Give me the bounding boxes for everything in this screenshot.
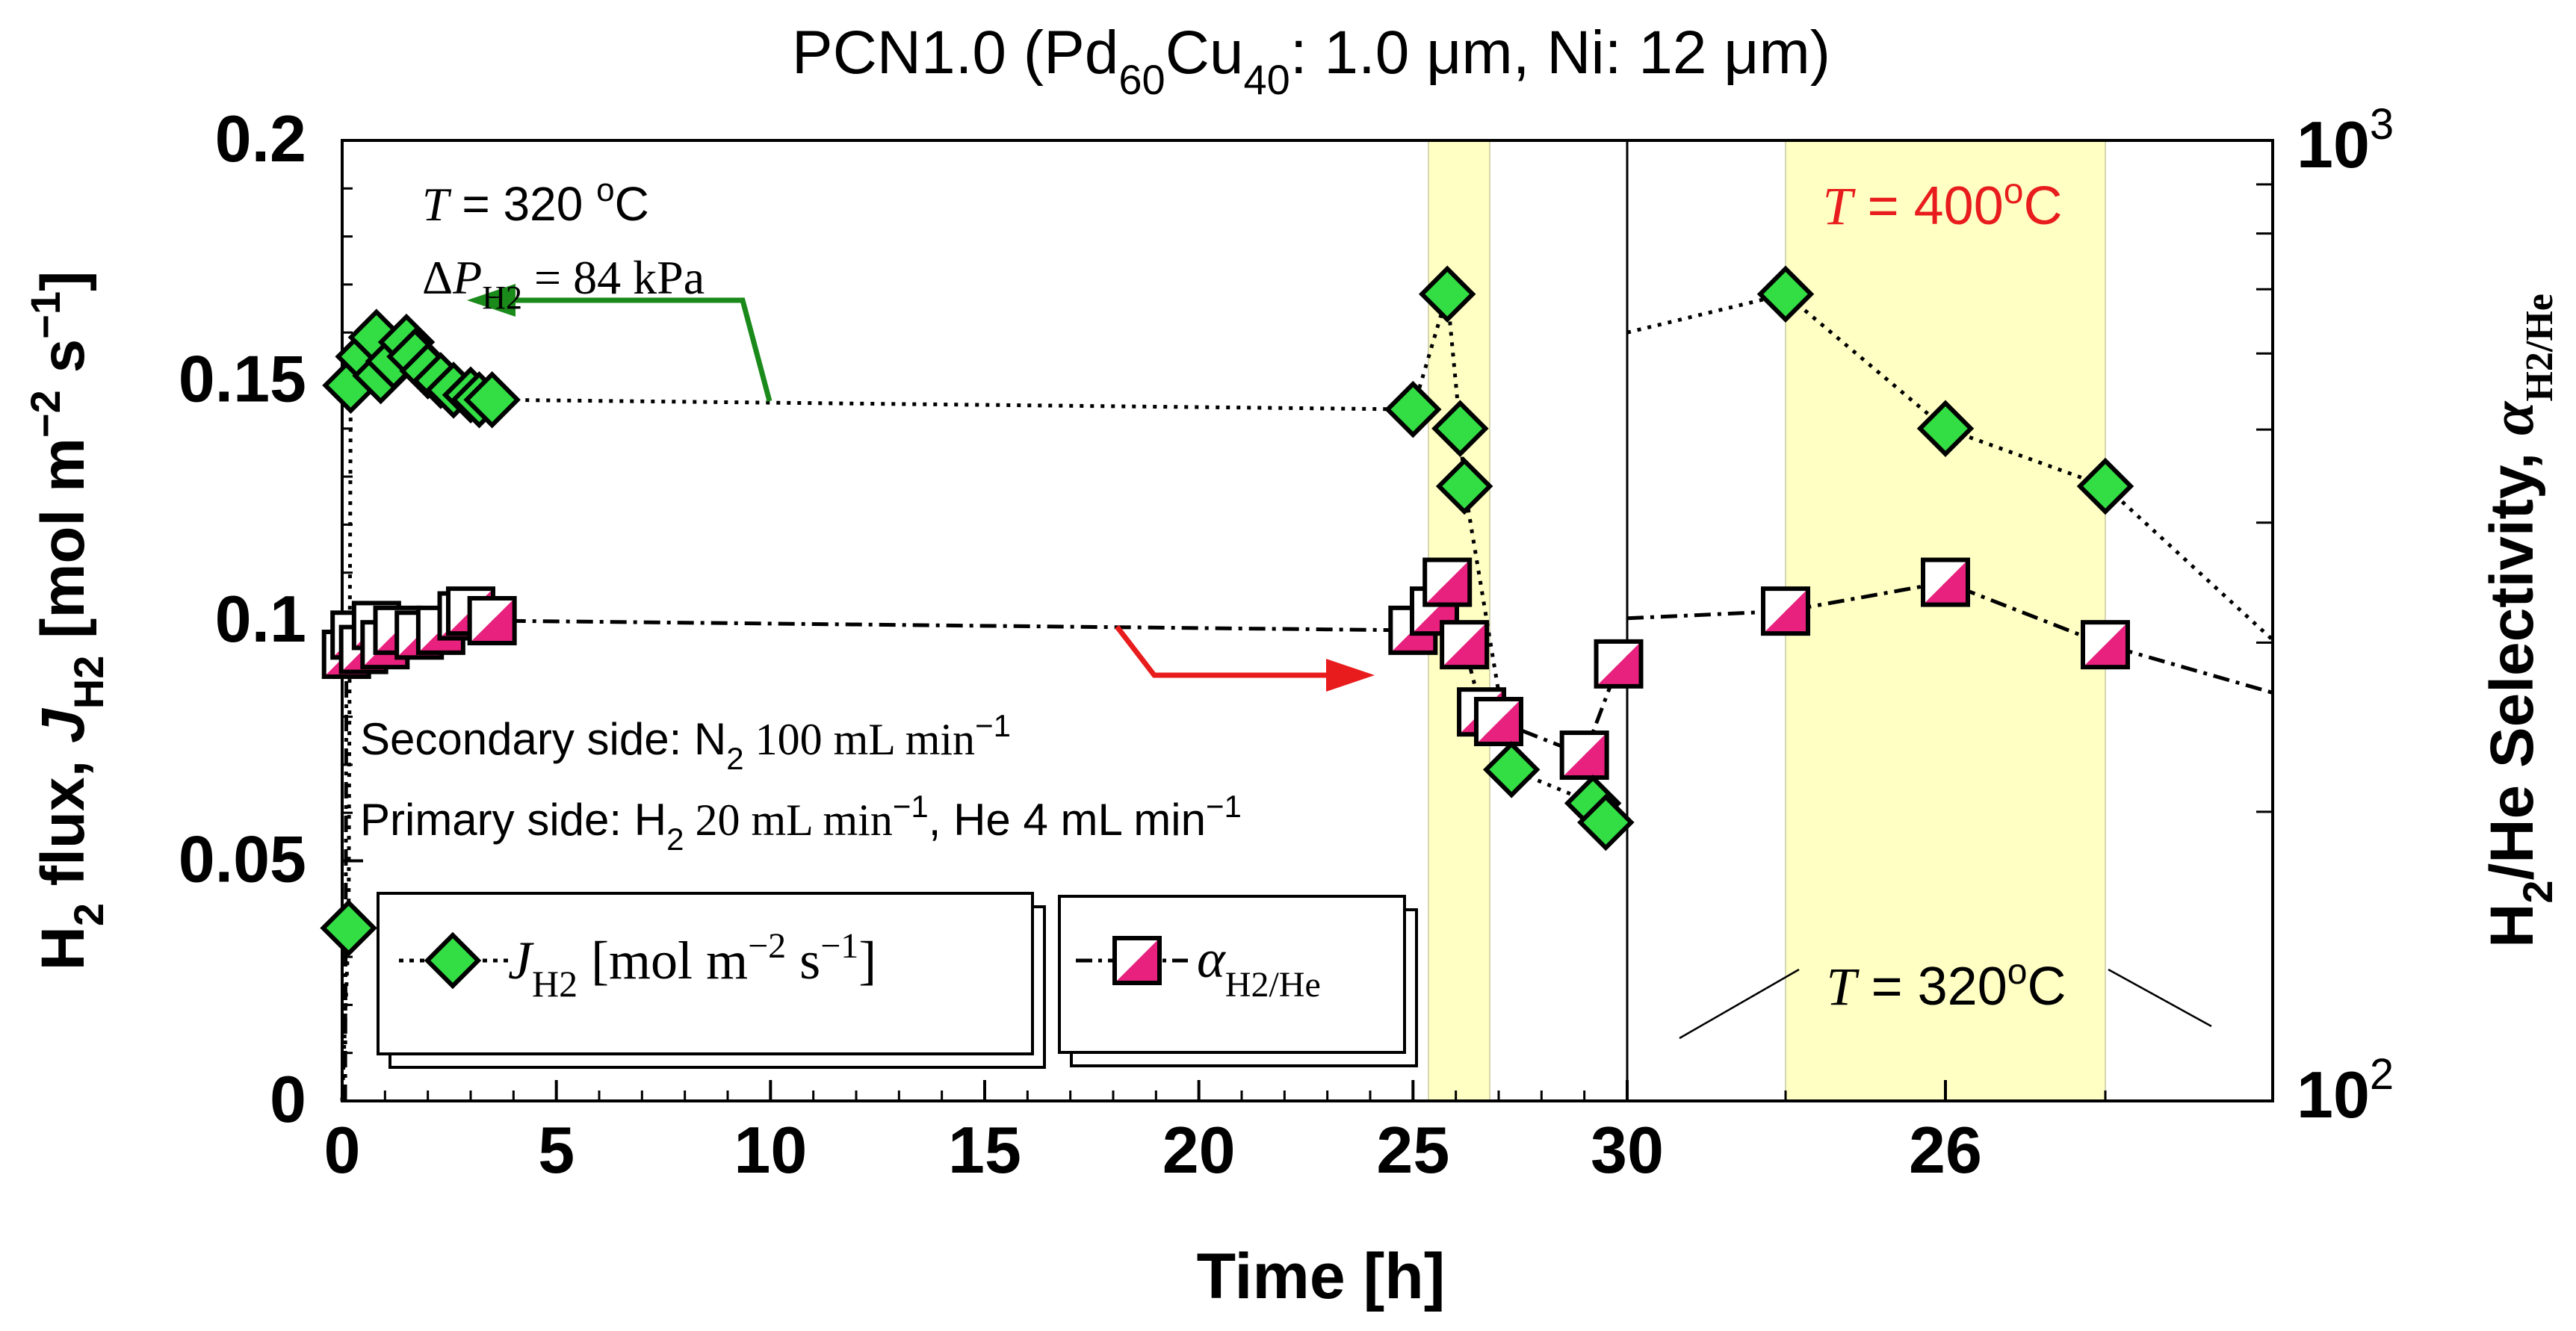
selectivity-point xyxy=(467,596,517,645)
annotation-pressure: ΔPH2 = 84 kPa xyxy=(422,251,705,316)
panel2-flux-point xyxy=(1916,400,1975,458)
selectivity-point xyxy=(1474,697,1523,747)
legend-flux-marker xyxy=(424,931,482,990)
selectivity-point xyxy=(1422,557,1473,607)
flux-point xyxy=(1577,793,1635,851)
y-left-tick-label: 0.15 xyxy=(179,342,306,416)
flux-point xyxy=(1418,265,1476,323)
selectivity-point xyxy=(1594,639,1644,689)
flux-point xyxy=(1482,741,1541,798)
legend-selectivity-label: αH2/He xyxy=(1197,929,1321,1005)
legend-selectivity-marker xyxy=(1112,936,1162,985)
legend-flux-label: JH2 [mol m−2 s−1] xyxy=(508,926,876,1005)
flux-point xyxy=(320,899,377,957)
x-tick-label: 25 xyxy=(1376,1113,1449,1187)
panel2-flux-point xyxy=(1756,265,1815,323)
legend-flux: JH2 [mol m−2 s−1] xyxy=(377,892,1046,1069)
chart-title: PCN1.0 (Pd60Cu40: 1.0 μm, Ni: 12 μm) xyxy=(792,19,1830,103)
y-right-tick-label: 102 xyxy=(2297,1050,2394,1132)
x-tick-label: 15 xyxy=(948,1113,1021,1187)
y-left-tick-label: 0.1 xyxy=(215,582,306,656)
y-axis-right-label: H2/He Selectivity, αH2/He xyxy=(2478,294,2561,948)
flux-point xyxy=(1435,457,1493,515)
x-axis-label: Time [h] xyxy=(1197,1241,1446,1312)
x-tick-label: 10 xyxy=(734,1113,807,1187)
arrow-to-left-axis-head xyxy=(467,284,515,317)
flux-point xyxy=(463,370,521,429)
x2-tick-label: 26 xyxy=(1909,1113,1982,1187)
x-tick-label: 0 xyxy=(324,1113,361,1187)
x-tick-label: 20 xyxy=(1162,1113,1236,1187)
arrow-to-right-axis xyxy=(1115,624,1330,678)
selectivity-point xyxy=(1559,730,1609,781)
annotation-primary-side: Primary side: H2 20 mL min−1, He 4 mL mi… xyxy=(360,789,1242,857)
panel2-selectivity-point xyxy=(1921,557,1970,607)
axis-ticks: 0 0.05 0.1 0.15 0.2 102 103 0 5 10 15 20 25 30 26 xyxy=(179,100,2394,1187)
panel2-flux-point xyxy=(2076,457,2134,515)
flux-point xyxy=(1431,400,1489,458)
x-tick-label: 30 xyxy=(1591,1113,1664,1187)
y-left-tick-label: 0 xyxy=(270,1062,306,1136)
series-markers xyxy=(320,265,2134,957)
panel2-flux-line xyxy=(1626,292,2274,642)
shade-region-2 xyxy=(1786,140,2105,1101)
annotation-temperature-low: T = 320oC xyxy=(1827,952,2066,1017)
panel2-selectivity-line xyxy=(1626,580,2273,695)
selectivity-point xyxy=(1440,620,1490,670)
annotation-line-right xyxy=(2108,968,2212,1028)
panel2-selectivity-point xyxy=(2081,620,2130,670)
y-left-tick-label: 0.2 xyxy=(215,102,306,176)
y-right-tick-label: 103 xyxy=(2297,100,2394,182)
legend-selectivity: αH2/He xyxy=(1058,895,1418,1067)
arrow-to-right-axis-head xyxy=(1326,659,1375,692)
y-left-tick-label: 0.05 xyxy=(179,822,306,896)
x-tick-label: 5 xyxy=(538,1113,575,1187)
annotation-line-left xyxy=(1679,968,1800,1040)
flux-point xyxy=(1384,380,1442,438)
annotation-secondary-side: Secondary side: N2 100 mL min−1 xyxy=(360,708,1011,776)
annotation-temperature-high: T = 400oC xyxy=(1823,172,2063,236)
arrow-to-left-axis xyxy=(508,297,773,402)
y-axis-left-label: H2 flux, JH2 [mol m−2 s−1] xyxy=(22,271,112,971)
panel2-selectivity-point xyxy=(1761,586,1810,636)
annotation-temperature-a: T = 320 oC xyxy=(422,172,649,231)
